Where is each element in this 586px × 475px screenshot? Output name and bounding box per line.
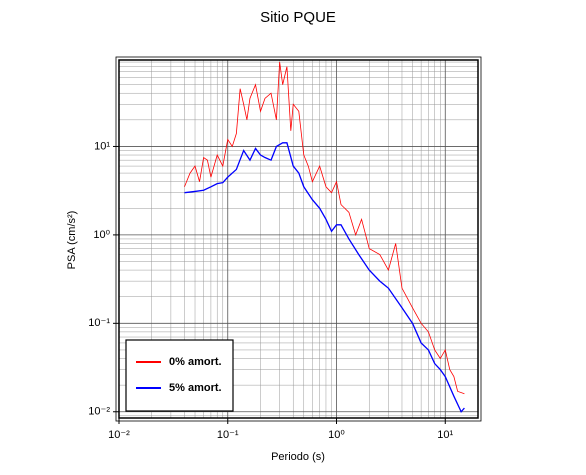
chart-title: Sitio PQUE: [260, 9, 336, 26]
outer-frame: [115, 56, 482, 422]
x-tick-label: 10⁻²: [108, 429, 130, 441]
plot-frame: [118, 59, 479, 419]
y-tick-label: 10⁻²: [88, 406, 110, 418]
x-tick-label: 10⁰: [328, 429, 345, 441]
y-axis-label: PSA (cm/s²): [66, 211, 78, 270]
legend-label: 0% amort.: [169, 356, 222, 368]
y-tick-label: 10⁰: [93, 229, 110, 241]
y-tick-label: 10¹: [94, 140, 110, 152]
legend-label: 5% amort.: [169, 382, 222, 394]
series-line: [184, 62, 465, 395]
x-tick-label: 10¹: [437, 429, 453, 441]
x-tick-label: 10⁻¹: [217, 429, 239, 441]
x-axis-label: Periodo (s): [271, 451, 325, 463]
legend-box: [125, 339, 234, 412]
y-tick-label: 10⁻¹: [88, 317, 110, 329]
series-line: [184, 142, 465, 413]
